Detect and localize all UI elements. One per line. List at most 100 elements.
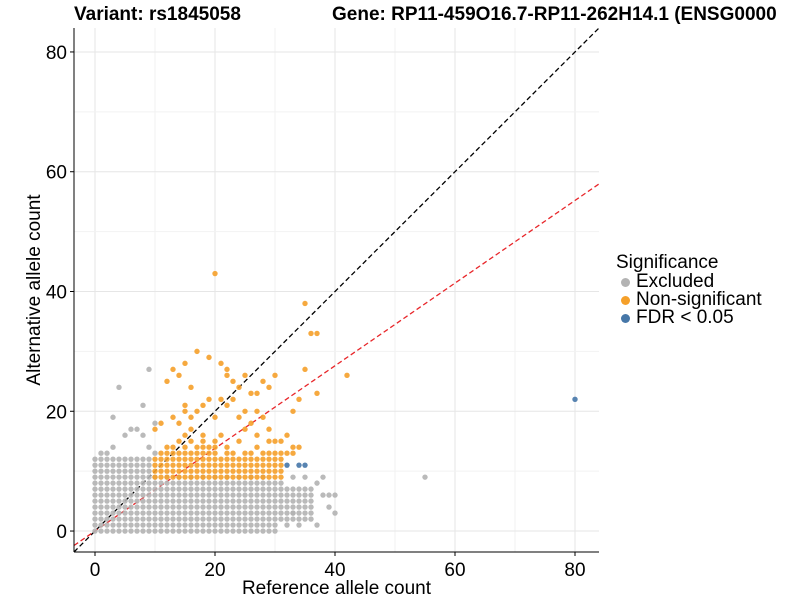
data-point	[248, 504, 254, 510]
data-point	[140, 462, 146, 468]
data-point	[230, 468, 236, 474]
data-point	[128, 426, 134, 432]
data-point	[104, 528, 110, 534]
data-point	[158, 498, 164, 504]
data-point	[230, 396, 236, 402]
data-point	[218, 510, 224, 516]
y-axis-title: Alternative allele count	[24, 194, 45, 386]
data-point	[140, 510, 146, 516]
data-point	[146, 528, 152, 534]
data-point	[122, 510, 128, 516]
data-point	[182, 528, 188, 534]
data-points	[92, 270, 578, 534]
data-point	[206, 480, 212, 486]
data-point	[104, 450, 110, 456]
data-point	[224, 516, 230, 522]
data-point	[218, 522, 224, 528]
data-point	[110, 504, 116, 510]
data-point	[212, 474, 218, 480]
data-point	[170, 492, 176, 498]
data-point	[140, 474, 146, 480]
data-point	[236, 474, 242, 480]
data-point	[128, 522, 134, 528]
data-point	[236, 498, 242, 504]
data-point	[122, 456, 128, 462]
data-point	[278, 456, 284, 462]
data-point	[308, 486, 314, 492]
data-point	[92, 498, 98, 504]
data-point	[284, 504, 290, 510]
data-point	[92, 516, 98, 522]
data-point	[242, 498, 248, 504]
data-point	[140, 402, 146, 408]
data-point	[302, 510, 308, 516]
data-point	[242, 522, 248, 528]
data-point	[248, 420, 254, 426]
data-point	[188, 384, 194, 391]
x-tick-label: 60	[444, 560, 465, 581]
data-point	[164, 474, 170, 480]
data-point	[212, 510, 218, 516]
data-point	[236, 384, 242, 391]
data-point	[176, 450, 182, 456]
data-point	[320, 474, 326, 480]
data-point	[152, 468, 158, 474]
data-point	[206, 486, 212, 492]
data-point	[266, 480, 272, 486]
data-point	[272, 468, 278, 474]
data-point	[176, 528, 182, 534]
data-point	[212, 444, 218, 450]
data-point	[152, 450, 158, 456]
data-point	[146, 498, 152, 504]
data-point	[170, 450, 176, 456]
data-point	[230, 450, 236, 456]
data-point	[188, 522, 194, 528]
data-point	[224, 462, 230, 468]
data-point	[164, 450, 170, 456]
data-point	[170, 414, 176, 420]
title-gene: Gene: RP11-459O16.7-RP11-262H14.1 (ENSG0…	[332, 4, 777, 25]
data-point	[176, 480, 182, 486]
data-point	[104, 474, 110, 480]
data-point	[278, 516, 284, 522]
data-point	[110, 516, 116, 522]
data-point	[254, 504, 260, 510]
data-point	[146, 456, 152, 462]
data-point	[152, 516, 158, 522]
data-point	[128, 456, 134, 462]
data-point	[140, 522, 146, 528]
data-point	[296, 504, 302, 510]
data-point	[224, 402, 230, 408]
data-point	[230, 504, 236, 510]
data-point	[92, 456, 98, 462]
data-point	[194, 348, 200, 355]
data-point	[332, 510, 338, 516]
data-point	[212, 456, 218, 462]
data-point	[272, 480, 278, 486]
data-point	[254, 390, 260, 397]
data-point	[290, 486, 296, 492]
data-point	[98, 528, 104, 534]
data-point	[158, 486, 164, 492]
data-point	[242, 408, 248, 414]
data-point	[194, 474, 200, 480]
data-point	[200, 402, 206, 408]
data-point	[182, 360, 188, 367]
data-point	[122, 486, 128, 492]
data-point	[146, 504, 152, 510]
data-point	[140, 492, 146, 498]
data-point	[572, 396, 578, 402]
data-point	[152, 510, 158, 516]
data-point	[344, 372, 350, 379]
data-point	[182, 474, 188, 480]
data-point	[236, 516, 242, 522]
data-point	[308, 504, 314, 510]
data-point	[152, 420, 158, 426]
data-point	[290, 474, 296, 480]
data-point	[254, 480, 260, 486]
data-point	[308, 498, 314, 504]
data-point	[236, 414, 242, 420]
data-point	[206, 396, 212, 402]
data-point	[104, 486, 110, 492]
data-point	[182, 462, 188, 468]
